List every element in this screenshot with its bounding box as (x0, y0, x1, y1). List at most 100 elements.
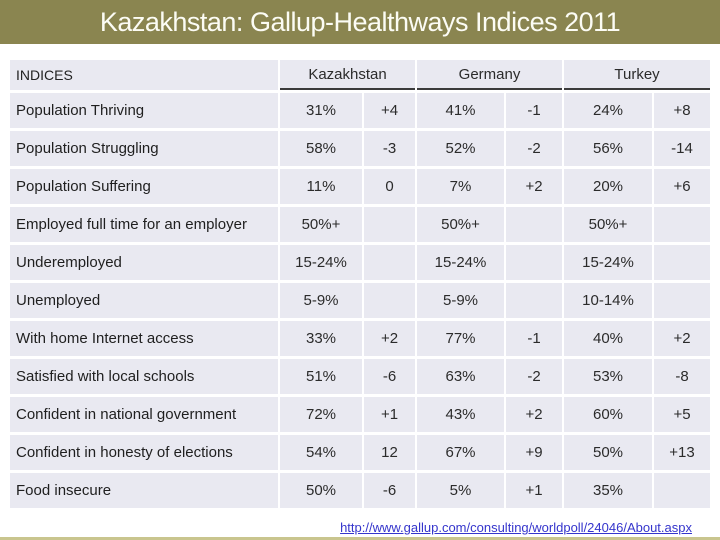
table-row: Food insecure 50% -6 5% +1 35% (10, 473, 711, 508)
change-cell: +13 (654, 435, 711, 470)
value-cell: 54% (280, 435, 362, 470)
table-row: Confident in national government 72% +1 43%… (10, 397, 711, 432)
change-cell: -1 (506, 321, 563, 356)
country-header-turkey: Turkey (564, 60, 711, 90)
value-cell: 52% (417, 131, 505, 166)
change-cell: +2 (654, 321, 711, 356)
value-cell: 56% (564, 131, 653, 166)
change-cell (364, 245, 416, 280)
value-cell: 15-24% (280, 245, 362, 280)
change-cell (364, 283, 416, 318)
value-cell: 50%+ (564, 207, 653, 242)
value-cell: 5-9% (280, 283, 362, 318)
row-label: Food insecure (10, 473, 278, 508)
value-cell: 35% (564, 473, 653, 508)
row-label: Confident in honesty of elections (10, 435, 278, 470)
value-cell: 50%+ (417, 207, 505, 242)
change-cell: -2 (506, 359, 563, 394)
change-cell: +2 (364, 321, 416, 356)
table-row: Confident in honesty of elections 54% 12 67… (10, 435, 711, 470)
change-cell: -8 (654, 359, 711, 394)
change-cell: +9 (506, 435, 563, 470)
value-cell: 50%+ (280, 207, 362, 242)
bottom-accent-line (0, 537, 720, 540)
change-cell: +1 (364, 397, 416, 432)
country-header-germany: Germany (417, 60, 563, 90)
value-cell: 67% (417, 435, 505, 470)
change-cell: 12 (364, 435, 416, 470)
value-cell: 15-24% (417, 245, 505, 280)
title-bar: Kazakhstan: Gallup-Healthways Indices 20… (0, 0, 720, 44)
value-cell: 50% (564, 435, 653, 470)
value-cell: 40% (564, 321, 653, 356)
footer: http://www.gallup.com/consulting/worldpo… (8, 519, 712, 537)
table-row: Population Thriving 31% +4 41% -1 24% +8 (10, 93, 711, 128)
table-row: Satisfied with local schools 51% -6 63% -2 53… (10, 359, 711, 394)
value-cell: 24% (564, 93, 653, 128)
table-row: Unemployed 5-9% 5-9% 10-14% (10, 283, 711, 318)
change-cell (506, 245, 563, 280)
row-label: Population Struggling (10, 131, 278, 166)
value-cell: 10-14% (564, 283, 653, 318)
value-cell: 77% (417, 321, 505, 356)
change-cell (654, 473, 711, 508)
value-cell: 15-24% (564, 245, 653, 280)
change-cell: +2 (506, 169, 563, 204)
table-row: Underemployed 15-24% 15-24% 15-24% (10, 245, 711, 280)
row-label: Employed full time for an employer (10, 207, 278, 242)
value-cell: 41% (417, 93, 505, 128)
value-cell: 63% (417, 359, 505, 394)
table-body: Population Thriving 31% +4 41% -1 24% +8 Popula… (10, 93, 711, 508)
value-cell: 11% (280, 169, 362, 204)
row-label: Population Suffering (10, 169, 278, 204)
slide-title: Kazakhstan: Gallup-Healthways Indices 20… (99, 6, 621, 37)
change-cell (654, 207, 711, 242)
value-cell: 50% (280, 473, 362, 508)
change-cell (654, 283, 711, 318)
change-cell: +1 (506, 473, 563, 508)
change-cell (364, 207, 416, 242)
value-cell: 7% (417, 169, 505, 204)
change-cell: +4 (364, 93, 416, 128)
change-cell: 0 (364, 169, 416, 204)
indices-column-header: INDICES (10, 60, 278, 90)
change-cell: +6 (654, 169, 711, 204)
change-cell: -6 (364, 473, 416, 508)
change-cell: -6 (364, 359, 416, 394)
value-cell: 31% (280, 93, 362, 128)
change-cell: -3 (364, 131, 416, 166)
table-header-row: INDICES Kazakhstan Germany Turkey (10, 60, 711, 90)
country-header-kazakhstan: Kazakhstan (280, 60, 416, 90)
table-row: With home Internet access 33% +2 77% -1 40% +2 (10, 321, 711, 356)
change-cell: -2 (506, 131, 563, 166)
value-cell: 5-9% (417, 283, 505, 318)
table-row: Population Suffering 11% 0 7% +2 20% +6 (10, 169, 711, 204)
value-cell: 43% (417, 397, 505, 432)
row-label: Satisfied with local schools (10, 359, 278, 394)
row-label: With home Internet access (10, 321, 278, 356)
value-cell: 5% (417, 473, 505, 508)
row-label: Unemployed (10, 283, 278, 318)
value-cell: 72% (280, 397, 362, 432)
change-cell: -1 (506, 93, 563, 128)
value-cell: 33% (280, 321, 362, 356)
change-cell: +2 (506, 397, 563, 432)
table-row: Population Struggling 58% -3 52% -2 56% -14 (10, 131, 711, 166)
row-label: Underemployed (10, 245, 278, 280)
indices-table: INDICES Kazakhstan Germany Turkey Popula… (8, 57, 713, 511)
change-cell: +8 (654, 93, 711, 128)
change-cell: +5 (654, 397, 711, 432)
source-link[interactable]: http://www.gallup.com/consulting/worldpo… (340, 520, 692, 535)
row-label: Confident in national government (10, 397, 278, 432)
change-cell (654, 245, 711, 280)
change-cell (506, 283, 563, 318)
change-cell (506, 207, 563, 242)
row-label: Population Thriving (10, 93, 278, 128)
value-cell: 58% (280, 131, 362, 166)
value-cell: 51% (280, 359, 362, 394)
change-cell: -14 (654, 131, 711, 166)
value-cell: 20% (564, 169, 653, 204)
value-cell: 60% (564, 397, 653, 432)
value-cell: 53% (564, 359, 653, 394)
table-row: Employed full time for an employer 50%+ 50… (10, 207, 711, 242)
